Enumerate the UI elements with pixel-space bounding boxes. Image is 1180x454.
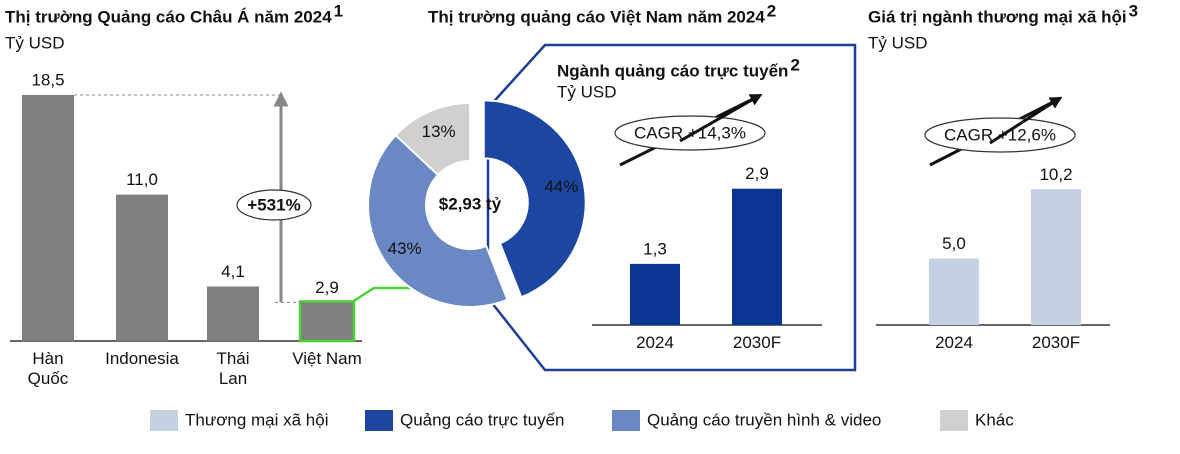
chart-title: Thị trường Quảng cáo Châu Á năm 2024 <box>5 7 332 26</box>
category-label: 2024 <box>636 333 674 352</box>
slice-label: 13% <box>422 122 456 141</box>
bar <box>22 94 74 341</box>
legend-swatch <box>365 410 393 431</box>
slice-label: 44% <box>544 177 578 196</box>
category-label: Hàn Quốc <box>27 349 69 388</box>
bar <box>630 263 680 325</box>
bar <box>301 302 353 341</box>
bar <box>116 194 168 341</box>
annotation: CAGR +14,3% <box>634 123 746 142</box>
value-label: 2,9 <box>315 278 339 297</box>
title-footnote: 1 <box>334 1 343 20</box>
legend-swatch <box>150 410 178 431</box>
bar <box>732 188 782 325</box>
legend-label: Khác <box>975 410 1014 429</box>
legend-swatch <box>940 410 968 431</box>
category-label: 2030F <box>1031 333 1081 352</box>
category-label: Indonesia <box>105 349 179 368</box>
pie-slice <box>482 99 587 299</box>
annotation-ellipse <box>236 189 312 221</box>
bar <box>1031 189 1081 325</box>
value-label: 1,3 <box>643 239 667 258</box>
category-label: 2030F <box>732 333 782 352</box>
value-label: 11,0 <box>126 170 158 189</box>
value-label: 18,5 <box>31 70 64 89</box>
category-label: Việt Nam <box>292 349 362 368</box>
title-footnote: 2 <box>790 55 799 74</box>
annotation: +531% <box>247 195 300 214</box>
pie-slice <box>367 133 509 308</box>
value-label: 10,2 <box>1039 165 1072 184</box>
legend-label: Thương mại xã hội <box>185 410 328 429</box>
legend-label: Quảng cáo trực tuyến <box>400 410 564 429</box>
bar <box>207 286 259 341</box>
pie-slice <box>394 101 471 177</box>
unit-label: Tỷ USD <box>868 33 928 52</box>
center-label: $2,93 tỷ <box>439 194 502 213</box>
chart-title: Thị trường quảng cáo Việt Nam năm 2024 <box>428 7 765 26</box>
slice-label: 43% <box>388 239 422 258</box>
unit-label: Tỷ USD <box>5 33 65 52</box>
unit-label: Tỷ USD <box>557 82 617 101</box>
highlight <box>298 300 356 343</box>
bar <box>929 258 979 325</box>
annotation-ellipse <box>614 115 766 151</box>
category-label: Thái Lan <box>216 349 250 388</box>
cagr-arrow <box>989 96 1063 145</box>
chart-title: Giá trị ngành thương mại xã hội <box>868 7 1127 26</box>
value-label: 5,0 <box>942 234 966 253</box>
title-footnote: 3 <box>1129 1 1138 20</box>
value-label: 2,9 <box>745 164 769 183</box>
title-footnote: 2 <box>767 1 776 20</box>
legend-swatch <box>612 410 640 431</box>
category-label: 2024 <box>935 333 973 352</box>
cagr-arrow <box>679 94 763 143</box>
legend-label: Quảng cáo truyền hình & video <box>647 410 881 429</box>
value-label: 4,1 <box>221 262 245 281</box>
chart-title: Ngành quảng cáo trực tuyến <box>557 61 788 80</box>
